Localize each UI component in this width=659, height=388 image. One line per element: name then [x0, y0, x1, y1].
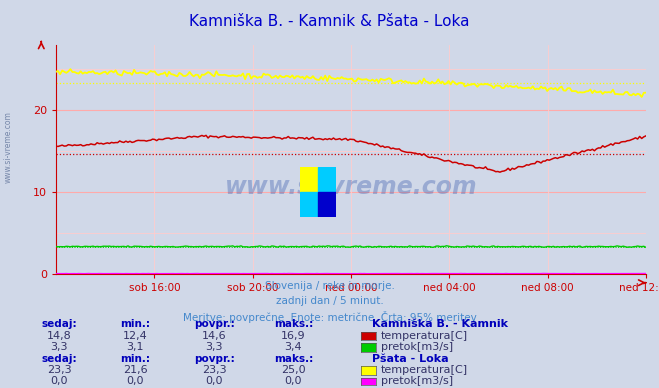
Text: 23,3: 23,3: [47, 365, 72, 375]
Text: pretok[m3/s]: pretok[m3/s]: [381, 376, 453, 386]
Bar: [318, 167, 336, 192]
Text: 12,4: 12,4: [123, 331, 148, 341]
Text: 16,9: 16,9: [281, 331, 306, 341]
Bar: [300, 192, 318, 217]
Text: 0,0: 0,0: [285, 376, 302, 386]
Text: sedaj:: sedaj:: [42, 319, 77, 329]
Text: 0,0: 0,0: [51, 376, 68, 386]
Text: 3,1: 3,1: [127, 342, 144, 352]
Text: 25,0: 25,0: [281, 365, 306, 375]
Text: povpr.:: povpr.:: [194, 319, 235, 329]
Text: Meritve: povprečne  Enote: metrične  Črta: 95% meritev: Meritve: povprečne Enote: metrične Črta:…: [183, 311, 476, 323]
Text: sedaj:: sedaj:: [42, 354, 77, 364]
Text: temperatura[C]: temperatura[C]: [381, 331, 468, 341]
Text: Pšata - Loka: Pšata - Loka: [372, 354, 449, 364]
Text: 0,0: 0,0: [206, 376, 223, 386]
Text: Slovenija / reke in morje.: Slovenija / reke in morje.: [264, 281, 395, 291]
Text: 14,8: 14,8: [47, 331, 72, 341]
Text: www.si-vreme.com: www.si-vreme.com: [3, 111, 13, 184]
Text: min.:: min.:: [120, 319, 150, 329]
Text: 21,6: 21,6: [123, 365, 148, 375]
Text: 3,4: 3,4: [285, 342, 302, 352]
Bar: [318, 192, 336, 217]
Text: 3,3: 3,3: [206, 342, 223, 352]
Text: min.:: min.:: [120, 354, 150, 364]
Text: 23,3: 23,3: [202, 365, 227, 375]
Text: www.si-vreme.com: www.si-vreme.com: [225, 175, 477, 199]
Text: zadnji dan / 5 minut.: zadnji dan / 5 minut.: [275, 296, 384, 306]
Text: maks.:: maks.:: [273, 354, 313, 364]
Text: maks.:: maks.:: [273, 319, 313, 329]
Text: Kamniška B. - Kamnik & Pšata - Loka: Kamniška B. - Kamnik & Pšata - Loka: [189, 14, 470, 29]
Text: pretok[m3/s]: pretok[m3/s]: [381, 342, 453, 352]
Text: Kamniška B. - Kamnik: Kamniška B. - Kamnik: [372, 319, 508, 329]
Bar: [300, 167, 318, 192]
Text: 0,0: 0,0: [127, 376, 144, 386]
Text: 14,6: 14,6: [202, 331, 227, 341]
Text: povpr.:: povpr.:: [194, 354, 235, 364]
Text: temperatura[C]: temperatura[C]: [381, 365, 468, 375]
Text: 3,3: 3,3: [51, 342, 68, 352]
